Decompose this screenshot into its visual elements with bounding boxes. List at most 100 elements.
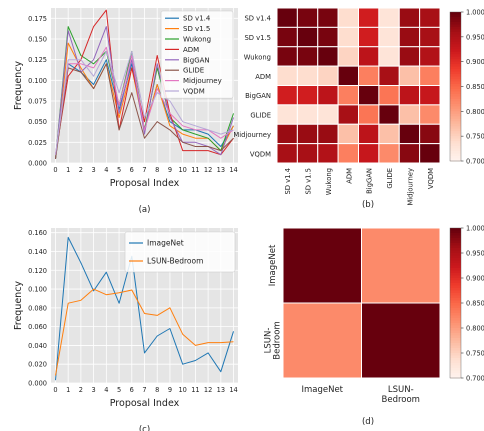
column-label: ImageNet: [301, 385, 343, 395]
legend: SD v1.4 SD v1.5 Wukong ADM BigGAN GLIDE Midjou…: [160, 10, 234, 99]
legend: ImageNet LSUN-Bedroom: [124, 231, 236, 273]
heatmap-cell: [317, 7, 339, 28]
x-tick-label: 9: [168, 166, 172, 174]
x-tick-label: 7: [142, 166, 146, 174]
x-tick-label: 11: [191, 166, 199, 174]
colorbar-band: [450, 260, 461, 264]
colorbar-band: [450, 343, 461, 347]
heatmap-cell: [282, 302, 362, 379]
x-tick-label: 8: [155, 386, 159, 394]
colorbar-band: [450, 101, 461, 105]
colorbar-band: [450, 128, 461, 132]
colorbar-band: [450, 330, 461, 334]
colorbar-band: [450, 288, 461, 292]
x-tick-label: 14: [229, 386, 237, 394]
legend-entry: ADM: [183, 46, 199, 54]
y-tick-label: 0.125: [28, 56, 47, 64]
colorbar-band: [450, 243, 461, 247]
heatmap-cell: [378, 143, 400, 164]
colorbar-band: [450, 290, 461, 294]
colorbar-band: [450, 143, 461, 147]
column-label: LSUN-Bedroom: [382, 385, 420, 405]
y-tick-label: 0.000: [28, 160, 47, 168]
colorbar-band: [450, 265, 461, 269]
colorbar-band: [450, 118, 461, 122]
y-tick-label: 0.120: [28, 267, 47, 275]
colorbar-band: [450, 111, 461, 115]
legend-entry: SD v1.5: [183, 25, 210, 33]
heatmap-cell: [276, 46, 298, 67]
colorbar-band: [450, 29, 461, 33]
heatmap-cell: [337, 143, 359, 164]
x-tick-label: 0: [53, 386, 57, 394]
column-label: VQDM: [427, 168, 435, 189]
x-tick-label: 6: [130, 166, 134, 174]
colorbar-tick-label: 1.000: [466, 225, 484, 233]
colorbar-tick-label: 0.900: [466, 58, 484, 66]
colorbar-band: [450, 26, 461, 30]
panel-label: (a): [139, 205, 151, 215]
colorbar-band: [450, 310, 461, 314]
y-tick-label: 0.140: [28, 248, 47, 256]
column-label: Midjourney: [406, 168, 414, 206]
x-tick-label: 7: [142, 386, 146, 394]
y-tick-label: 0.080: [28, 304, 47, 312]
colorbar-band: [450, 360, 461, 364]
colorbar-band: [450, 69, 461, 73]
colorbar-band: [450, 250, 461, 254]
x-tick-label: 8: [155, 166, 159, 174]
colorbar-band: [450, 156, 461, 160]
colorbar-band: [450, 126, 461, 130]
heatmap-cell: [337, 26, 359, 48]
heatmap-cell: [358, 46, 380, 67]
colorbar-band: [450, 283, 461, 287]
colorbar-band: [450, 355, 461, 359]
colorbar-tick-label: 0.950: [466, 33, 484, 41]
y-tick-label: 0.075: [28, 98, 47, 106]
heatmap-cell: [361, 302, 441, 379]
x-tick-label: 3: [92, 166, 96, 174]
heatmap-cell: [419, 104, 441, 125]
heatmap-cell: [398, 46, 421, 67]
heatmap-cell: [276, 104, 298, 125]
x-tick-label: 14: [229, 166, 237, 174]
colorbar-tick-label: 0.750: [466, 350, 484, 358]
heatmap-cell: [296, 65, 319, 86]
heatmap-cell: [378, 104, 400, 125]
line-chart-c: 0.000 0.020 0.040 0.060 0.080 0.100 0.120 0.140…: [13, 228, 238, 431]
colorbar-band: [450, 340, 461, 344]
colorbar-band: [450, 106, 461, 110]
row-label: ADM: [255, 73, 271, 81]
colorbar-band: [450, 368, 461, 372]
colorbar-band: [450, 303, 461, 307]
colorbar-band: [450, 300, 461, 304]
y-axis-label: Frequency: [13, 61, 24, 110]
colorbar-band: [450, 308, 461, 312]
legend-box: [160, 10, 234, 99]
column-label: ADM: [345, 168, 353, 184]
heatmap-cell: [358, 7, 380, 28]
row-label: GLIDE: [250, 112, 271, 120]
colorbar-band: [450, 98, 461, 102]
heatmap-cell: [317, 143, 339, 164]
x-tick-label: 9: [168, 386, 172, 394]
legend-entry: GLIDE: [183, 67, 204, 75]
colorbar-band: [450, 365, 461, 369]
colorbar-tick-label: 0.950: [466, 250, 484, 258]
heatmap-cell: [296, 123, 319, 145]
x-tick-label: 1: [66, 166, 70, 174]
colorbar-band: [450, 230, 461, 234]
colorbar-tick-label: 0.900: [466, 275, 484, 283]
colorbar-band: [450, 12, 461, 16]
colorbar-band: [450, 81, 461, 85]
colorbar-band: [450, 253, 461, 257]
heatmap-cell: [317, 46, 339, 67]
legend-entry: Midjourney: [183, 77, 222, 85]
colorbar-band: [450, 36, 461, 40]
row-label: VQDM: [250, 150, 271, 158]
colorbar-tick-label: 0.700: [466, 375, 484, 383]
legend-entry: SD v1.4: [183, 15, 211, 23]
heatmap-cell: [276, 85, 298, 106]
y-tick-label: 0.150: [28, 36, 47, 44]
x-tick-label: 1: [66, 386, 70, 394]
